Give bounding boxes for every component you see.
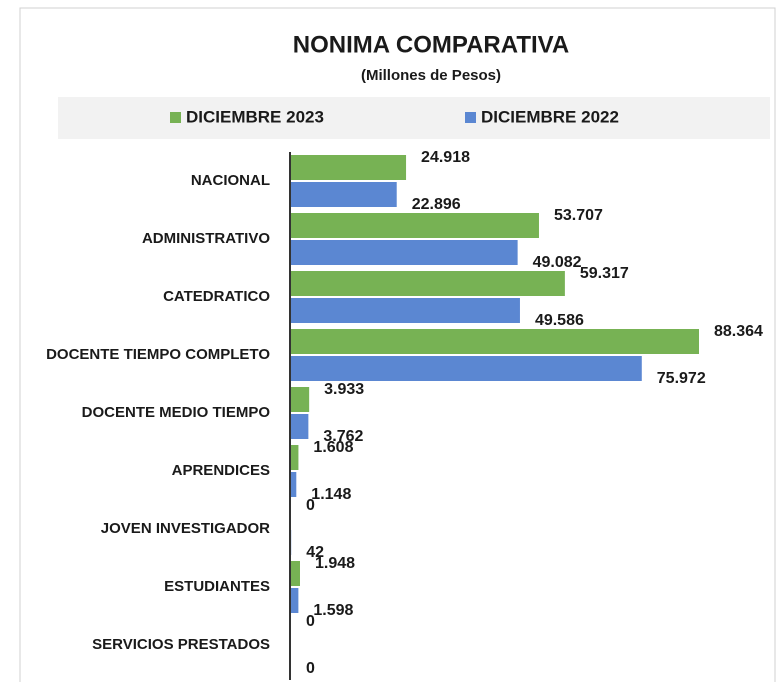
value-label: 59.317	[580, 265, 629, 282]
legend-label: DICIEMBRE 2023	[186, 107, 324, 126]
value-label: 0	[306, 613, 315, 630]
category-label: ESTUDIANTES	[164, 578, 270, 595]
value-label: 0	[306, 660, 315, 677]
value-label: 3.933	[324, 381, 364, 398]
frame	[19, 7, 776, 682]
value-label: 49.586	[535, 312, 584, 329]
value-label: 1.608	[313, 439, 353, 456]
legend-swatch	[170, 112, 181, 123]
chart-subtitle: (Millones de Pesos)	[361, 67, 501, 84]
value-label: 1.948	[315, 555, 355, 572]
value-label: 88.364	[714, 323, 763, 340]
bar	[291, 445, 299, 470]
legend-box	[58, 97, 770, 139]
value-label: 22.896	[412, 196, 461, 213]
bar	[291, 182, 397, 207]
value-label: 3.762	[323, 428, 363, 445]
value-label: 53.707	[554, 207, 603, 224]
bar	[291, 387, 310, 412]
bar	[291, 298, 520, 323]
legend-swatch	[465, 112, 476, 123]
chart-title: NONIMA COMPARATIVA	[293, 31, 569, 58]
value-label: 1.598	[313, 602, 353, 619]
category-label: JOVEN INVESTIGADOR	[100, 520, 270, 537]
category-label: SERVICIOS PRESTADOS	[92, 636, 270, 653]
bar	[291, 240, 518, 265]
value-label: 49.082	[533, 254, 582, 271]
category-label: DOCENTE TIEMPO COMPLETO	[46, 346, 270, 363]
bar	[291, 414, 309, 439]
bar	[291, 271, 565, 296]
value-label: 75.972	[657, 370, 706, 387]
category-label: DOCENTE MEDIO TIEMPO	[81, 404, 270, 421]
category-label: CATEDRATICO	[163, 288, 270, 305]
category-label: ADMINISTRATIVO	[141, 230, 270, 247]
bar	[291, 213, 539, 238]
bar	[291, 472, 297, 497]
bar	[291, 329, 699, 354]
category-label: NACIONAL	[190, 172, 270, 189]
legend-label: DICIEMBRE 2022	[481, 107, 619, 126]
bar	[291, 588, 299, 613]
value-label: 0	[306, 497, 315, 514]
value-label: 1.148	[311, 486, 351, 503]
value-label: 42	[306, 544, 324, 561]
value-label: 24.918	[421, 149, 470, 166]
category-label: APRENDICES	[171, 462, 270, 479]
bar	[291, 561, 300, 586]
bar	[291, 356, 642, 381]
bar	[291, 155, 407, 180]
